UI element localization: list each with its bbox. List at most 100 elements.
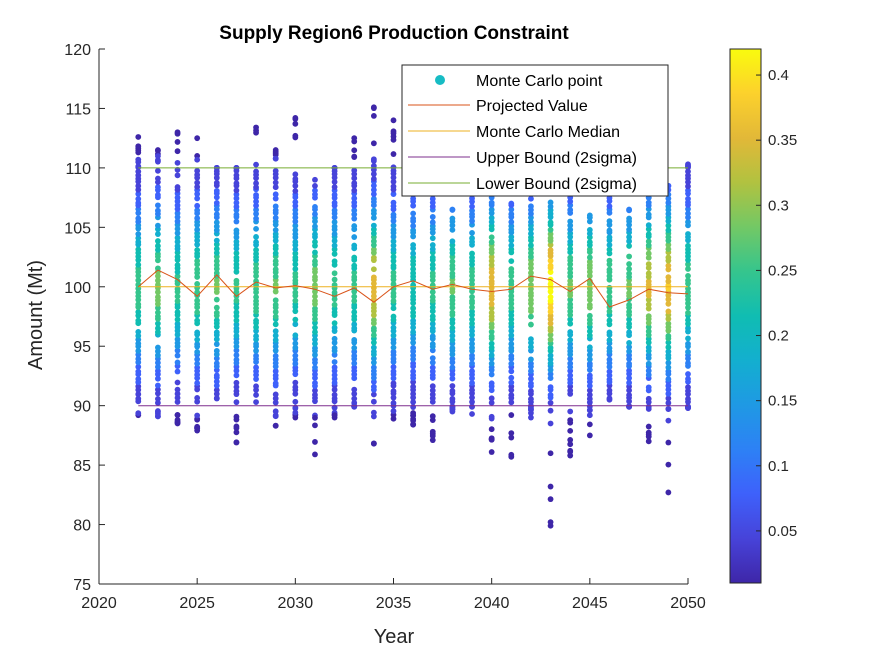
monte-carlo-point <box>429 235 436 242</box>
monte-carlo-point <box>272 191 279 198</box>
monte-carlo-point <box>567 222 574 229</box>
monte-carlo-point <box>253 273 259 279</box>
monte-carlo-point <box>449 383 456 389</box>
monte-carlo-point <box>312 223 318 230</box>
monte-carlo-point <box>351 313 358 320</box>
monte-carlo-point <box>135 368 142 375</box>
monte-carlo-point <box>449 364 456 371</box>
monte-carlo-point <box>272 214 279 221</box>
monte-carlo-point <box>586 407 593 413</box>
monte-carlo-point <box>370 207 377 214</box>
monte-carlo-point <box>174 418 181 425</box>
monte-carlo-point <box>155 382 161 389</box>
monte-carlo-point <box>390 233 397 240</box>
monte-carlo-point <box>410 383 417 390</box>
monte-carlo-point <box>370 214 377 221</box>
monte-carlo-point <box>312 182 318 189</box>
monte-carlo-point <box>233 172 240 179</box>
monte-carlo-point <box>331 335 338 342</box>
monte-carlo-point <box>469 403 475 410</box>
monte-carlo-point <box>547 324 554 331</box>
monte-carlo-point <box>567 387 574 394</box>
monte-carlo-point <box>331 191 338 198</box>
monte-carlo-point <box>429 289 436 295</box>
monte-carlo-point <box>547 312 554 319</box>
monte-carlo-point <box>410 368 417 375</box>
monte-carlo-point <box>626 261 632 267</box>
monte-carlo-point <box>429 364 436 371</box>
monte-carlo-point <box>135 261 142 268</box>
monte-carlo-point <box>253 347 259 354</box>
monte-carlo-point <box>390 151 397 157</box>
monte-carlo-point <box>567 218 574 225</box>
legend-label: Monte Carlo point <box>476 73 603 90</box>
monte-carlo-point <box>174 336 181 343</box>
monte-carlo-point <box>665 339 672 346</box>
monte-carlo-point <box>233 297 240 304</box>
monte-carlo-point <box>155 238 161 244</box>
monte-carlo-point <box>645 305 652 312</box>
monte-carlo-point <box>429 320 436 327</box>
monte-carlo-point <box>233 399 240 406</box>
monte-carlo-point <box>155 320 161 327</box>
monte-carlo-point <box>685 210 691 217</box>
monte-carlo-point <box>370 105 377 112</box>
monte-carlo-point <box>449 206 456 213</box>
monte-carlo-point <box>351 269 358 276</box>
monte-carlo-point <box>331 270 338 277</box>
monte-carlo-point <box>155 207 161 214</box>
monte-carlo-point <box>292 398 299 405</box>
monte-carlo-point <box>547 281 554 288</box>
monte-carlo-point <box>586 302 593 308</box>
monte-carlo-point <box>410 329 417 336</box>
monte-carlo-point <box>253 234 259 240</box>
monte-carlo-point <box>508 430 515 437</box>
monte-carlo-point <box>547 294 554 300</box>
monte-carlo-point <box>488 274 495 281</box>
monte-carlo-point <box>469 320 475 327</box>
x-tick-label: 2040 <box>474 595 510 612</box>
monte-carlo-point <box>233 317 240 324</box>
monte-carlo-point <box>410 293 417 300</box>
monte-carlo-point <box>135 395 142 402</box>
monte-carlo-point <box>213 250 220 256</box>
monte-carlo-point <box>253 392 259 398</box>
monte-carlo-point <box>194 183 201 190</box>
monte-carlo-point <box>253 180 259 187</box>
monte-carlo-point <box>488 234 495 241</box>
monte-carlo-point <box>469 328 475 335</box>
monte-carlo-point <box>272 258 279 265</box>
monte-carlo-point <box>528 414 534 421</box>
monte-carlo-point <box>213 277 220 284</box>
monte-carlo-point <box>370 246 377 253</box>
monte-carlo-point <box>331 237 338 244</box>
monte-carlo-point <box>547 356 554 363</box>
monte-carlo-point <box>370 238 377 245</box>
monte-carlo-point <box>253 399 259 405</box>
monte-carlo-point <box>253 239 259 246</box>
monte-carlo-point <box>135 215 142 222</box>
monte-carlo-point <box>390 313 397 320</box>
monte-carlo-point <box>567 269 574 276</box>
y-tick-label: 120 <box>64 42 91 59</box>
monte-carlo-point <box>370 288 377 295</box>
x-tick-label: 2035 <box>376 595 412 612</box>
axes: 2020 2025 2030 2035 2040 2045 2050 75 80 85 90 95 10… <box>64 42 706 612</box>
monte-carlo-point <box>292 254 299 261</box>
monte-carlo-point <box>547 269 554 275</box>
monte-carlo-point <box>370 312 377 319</box>
monte-carlo-point <box>547 331 554 338</box>
monte-carlo-point <box>253 168 259 175</box>
monte-carlo-point <box>233 425 240 432</box>
monte-carlo-point <box>213 200 220 206</box>
monte-carlo-point <box>645 423 652 430</box>
monte-carlo-point <box>370 293 377 300</box>
monte-carlo-point <box>508 233 515 240</box>
monte-carlo-point <box>155 265 161 272</box>
x-tick-label: 2050 <box>670 595 706 612</box>
monte-carlo-point <box>272 347 279 354</box>
monte-carlo-point <box>194 241 201 248</box>
monte-carlo-point <box>312 324 318 331</box>
monte-carlo-point <box>233 238 240 245</box>
monte-carlo-point <box>508 223 515 229</box>
